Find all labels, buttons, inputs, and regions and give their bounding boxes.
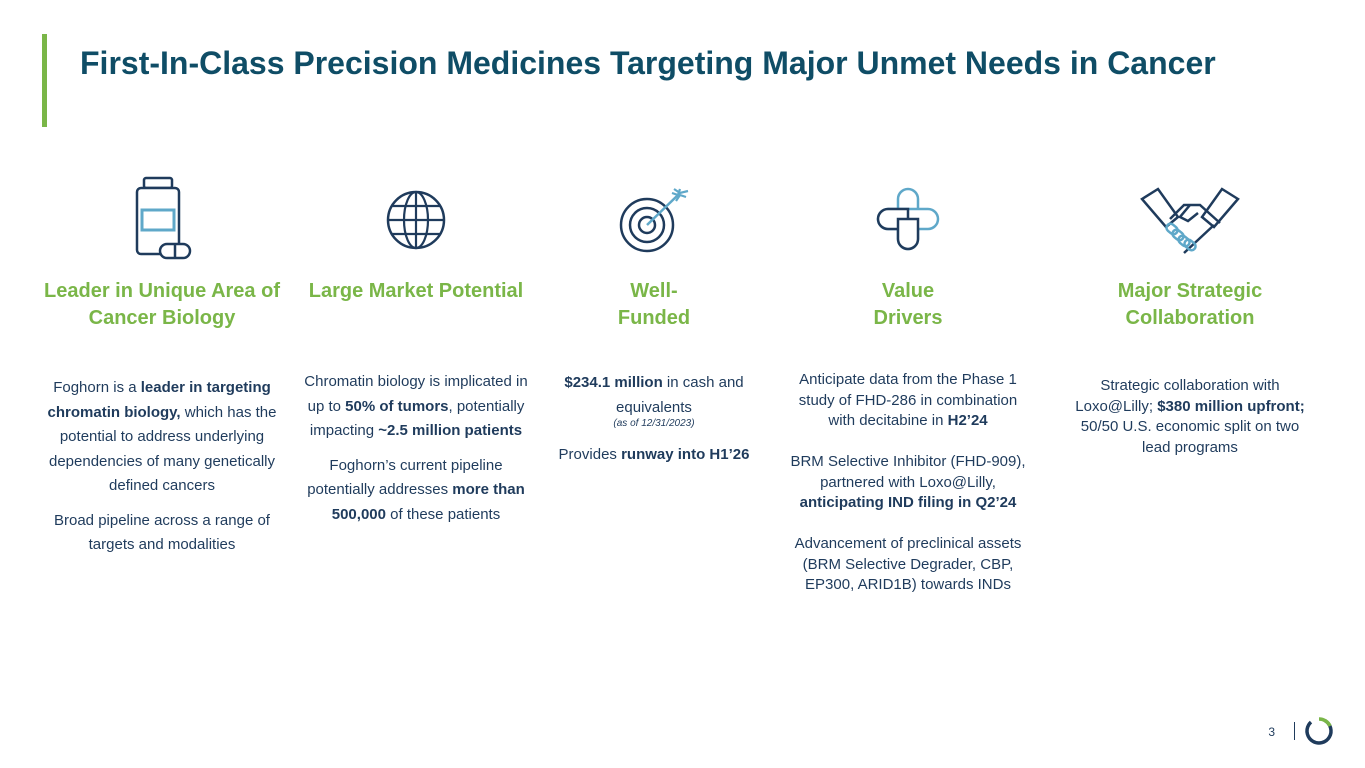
column-funded: Well-Funded $234.1 million in cash and e… [534,170,774,477]
body-text-bold: ~2.5 million patients [378,422,523,439]
body-text-bold: $234.1 million [564,374,663,391]
column-leader: Leader in Unique Area of Cancer Biology … [42,170,282,568]
body-text-bold: runway into H1’26 [621,446,750,463]
page-number: 3 [1268,725,1275,739]
column-heading: Large Market Potential [308,280,524,302]
globe-icon [296,170,536,270]
pills-icon [788,170,1028,270]
column-collaboration: Major Strategic Collaboration Strategic … [1070,170,1310,468]
target-icon [534,170,774,270]
body-text: Strategic collaboration with Loxo@Lilly; [1075,377,1280,415]
handshake-icon [1070,170,1310,270]
body-text: 50/50 U.S. economic split on two lead pr… [1080,418,1300,456]
body-text-bold: H2’24 [947,412,988,429]
body-text: Anticipate data from the Phase 1 study o… [798,371,1018,429]
column-body: Chromatin biology is implicated in up to… [296,370,536,527]
column-body: Strategic collaboration with Loxo@Lilly;… [1070,376,1310,458]
body-text: Foghorn is a [53,379,141,396]
body-text-bold: 50% of tumors [345,397,449,415]
title-accent-bar [42,34,47,127]
body-text: , potentially impacting [309,397,525,440]
heading-text: Value Drivers [873,280,943,329]
column-body: Anticipate data from the Phase 1 study o… [788,370,1028,596]
foghorn-ring-logo [1303,715,1335,752]
body-text-bold: more than 500,000 [331,481,525,523]
page-title: First-In-Class Precision Medicines Targe… [80,45,1216,81]
column-heading: Leader in Unique Area of Cancer Biology [44,280,280,329]
column-heading: Well-Funded [534,278,774,336]
body-text: Foghorn’s current pipeline potentially a… [307,456,503,499]
column-heading: Major Strategic Collaboration [1117,280,1263,329]
column-heading: Value Drivers [788,278,1028,336]
column-body: $234.1 million in cash and equivalents (… [534,370,774,467]
as-of-note: (as of 12/31/2023) [613,418,695,429]
body-text-bold: anticipating IND filing in Q2’24 [799,494,1017,511]
body-text: of these patients [385,505,501,523]
body-text: Chromatin biology is implicated in up to [304,373,528,415]
footer-divider [1294,722,1295,740]
column-value-drivers: Value Drivers Anticipate data from the P… [788,170,1028,606]
body-text: Provides [558,446,622,463]
body-text-bold: $380 million upfront; [1157,397,1305,415]
body-text: Broad pipeline across a range of targets… [54,511,270,554]
medicine-bottle-icon [42,170,282,270]
column-market: Large Market Potential Chromatin biology… [296,170,536,537]
body-text: which has the potential to address under… [49,403,277,495]
body-text: in cash and equivalents [616,374,744,416]
body-text: Advancement of preclinical assets (BRM S… [794,535,1022,593]
body-text: BRM Selective Inhibitor (FHD-909), partn… [790,453,1026,491]
column-body: Foghorn is a leader in targeting chromat… [42,376,282,558]
body-text-bold: leader in targeting chromatin biology, [47,379,271,421]
heading-text: Well-Funded [617,280,691,329]
